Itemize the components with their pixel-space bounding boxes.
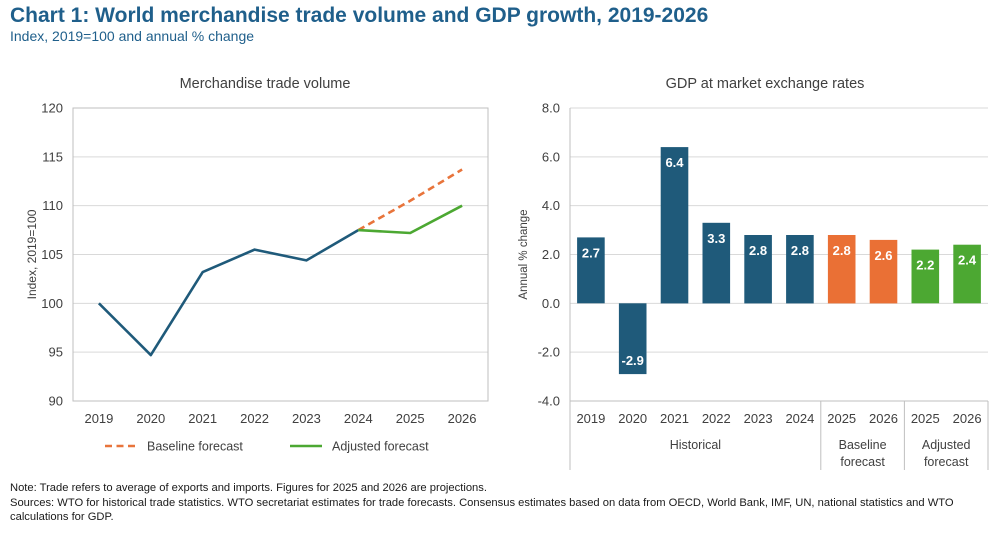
category-group-label: Adjusted — [922, 438, 971, 452]
y-tick-label: 105 — [41, 247, 63, 262]
x-tick-label: 2020 — [136, 411, 165, 426]
category-group-label: forecast — [924, 455, 969, 469]
y-tick-label: 6.0 — [542, 149, 560, 164]
bar — [911, 249, 940, 304]
x-tick-label: 2023 — [292, 411, 321, 426]
x-tick-label: 2026 — [869, 411, 898, 426]
gdp-panel: GDP at market exchange rates -4.0 -2.0 0.0… — [500, 62, 990, 482]
legend-label-baseline: Baseline forecast — [147, 440, 243, 454]
y-tick-label: 90 — [49, 394, 63, 409]
gdp-title: GDP at market exchange rates — [665, 76, 865, 92]
series-line-adjusted — [358, 204, 463, 235]
y-axis-label: Annual % change — [518, 209, 530, 299]
x-tick-label: 2025 — [911, 411, 940, 426]
trade-volume-panel: Merchandise trade volume 90 95 100 105 110 11… — [0, 62, 490, 482]
bar-data-label: 2.7 — [582, 245, 600, 260]
y-tick-label: 4.0 — [542, 198, 560, 213]
bar-data-label: 2.8 — [791, 243, 809, 258]
y-tick-label: -2.0 — [538, 345, 560, 360]
plot-border — [72, 107, 489, 402]
category-group-label: Historical — [670, 438, 721, 452]
bar — [827, 235, 856, 304]
bar — [744, 235, 772, 304]
x-tick-label: 2019 — [84, 411, 113, 426]
bar-data-label: 6.4 — [665, 155, 684, 170]
x-tick-label: 2023 — [744, 411, 773, 426]
bar — [869, 239, 898, 304]
bar-data-label: 2.6 — [874, 248, 892, 263]
gdp-chart: -4.0 -2.0 0.0 2.0 4.0 6.0 8.0 Annual % change 2.… — [518, 101, 989, 470]
bar — [577, 237, 605, 304]
x-tick-label: 2022 — [240, 411, 269, 426]
bar — [618, 303, 647, 375]
bar-data-label: 2.8 — [833, 243, 851, 258]
sources-text: Sources: WTO for historical trade statis… — [10, 496, 954, 524]
y-tick-label: 8.0 — [542, 101, 560, 116]
y-tick-label: 95 — [49, 345, 63, 360]
x-tick-label: 2019 — [576, 411, 605, 426]
trade-volume-chart: 90 95 100 105 110 115 120 2019 2020 2021 2022 2023 2… — [25, 101, 489, 454]
y-tick-label: 120 — [41, 101, 63, 116]
category-group-label: forecast — [840, 455, 885, 469]
bar — [786, 235, 814, 304]
series-line-baseline — [357, 168, 463, 232]
y-tick-label: -4.0 — [538, 394, 560, 409]
trade-volume-title: Merchandise trade volume — [179, 76, 351, 92]
bar — [953, 244, 981, 304]
x-tick-label: 2024 — [344, 411, 373, 426]
bar — [702, 222, 731, 304]
bar-data-label: -2.9 — [621, 353, 643, 368]
x-tick-label: 2025 — [396, 411, 425, 426]
bar — [660, 147, 689, 304]
x-tick-label: 2022 — [702, 411, 731, 426]
bar-data-label: 2.8 — [749, 243, 767, 258]
note-text: Note: Trade refers to average of exports… — [10, 482, 487, 494]
x-tick-label: 2025 — [827, 411, 856, 426]
bar-data-label: 3.3 — [707, 231, 725, 246]
chart-title: Chart 1: World merchandise trade volume … — [10, 4, 709, 27]
x-tick-label: 2026 — [953, 411, 982, 426]
chart-subtitle: Index, 2019=100 and annual % change — [10, 28, 255, 44]
y-axis-label: Index, 2019=100 — [25, 209, 39, 299]
bar-data-label: 2.2 — [916, 258, 934, 273]
footnotes: Note: Trade refers to average of exports… — [10, 481, 995, 525]
category-group-label: Baseline — [839, 438, 887, 452]
y-tick-label: 2.0 — [542, 247, 560, 262]
bar-data-label: 2.4 — [958, 253, 977, 268]
x-tick-label: 2024 — [785, 411, 814, 426]
y-tick-label: 0.0 — [542, 296, 560, 311]
y-tick-label: 100 — [41, 296, 63, 311]
y-tick-label: 110 — [42, 198, 63, 213]
x-tick-label: 2021 — [660, 411, 689, 426]
x-tick-label: 2020 — [618, 411, 647, 426]
y-tick-label: 115 — [42, 149, 63, 164]
x-tick-label: 2021 — [188, 411, 217, 426]
x-tick-label: 2026 — [448, 411, 477, 426]
legend-label-adjusted: Adjusted forecast — [332, 440, 429, 454]
series-line-actual — [97, 228, 359, 357]
